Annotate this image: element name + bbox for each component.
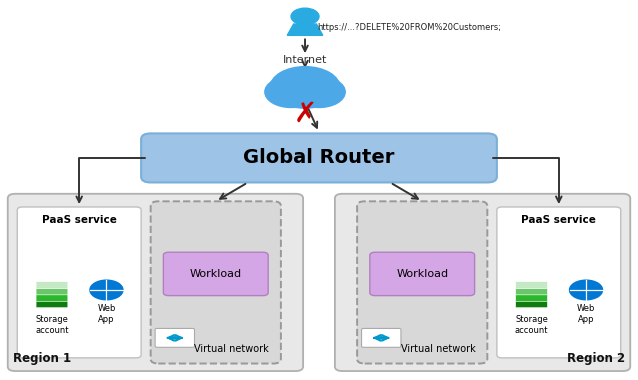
- Text: Region 1: Region 1: [13, 352, 71, 366]
- FancyBboxPatch shape: [362, 328, 401, 347]
- FancyBboxPatch shape: [155, 328, 195, 347]
- Circle shape: [169, 337, 173, 339]
- Text: Storage
account: Storage account: [35, 315, 69, 335]
- FancyBboxPatch shape: [36, 288, 68, 295]
- FancyBboxPatch shape: [516, 294, 547, 301]
- Text: PaaS service: PaaS service: [521, 215, 597, 225]
- FancyBboxPatch shape: [335, 194, 630, 371]
- FancyBboxPatch shape: [141, 133, 497, 182]
- FancyBboxPatch shape: [497, 207, 621, 358]
- Circle shape: [293, 76, 345, 108]
- Circle shape: [270, 66, 340, 108]
- Circle shape: [383, 337, 387, 339]
- Text: Region 2: Region 2: [567, 352, 625, 366]
- Circle shape: [90, 280, 123, 300]
- FancyBboxPatch shape: [516, 288, 547, 295]
- Text: Virtual network: Virtual network: [195, 344, 269, 354]
- Text: Virtual network: Virtual network: [401, 344, 475, 354]
- Polygon shape: [287, 24, 323, 35]
- Text: PaaS service: PaaS service: [41, 215, 117, 225]
- FancyBboxPatch shape: [36, 294, 68, 301]
- FancyBboxPatch shape: [516, 301, 547, 308]
- FancyBboxPatch shape: [17, 207, 141, 358]
- Text: Global Router: Global Router: [243, 149, 395, 168]
- Circle shape: [291, 8, 319, 25]
- FancyBboxPatch shape: [36, 301, 68, 308]
- Text: https://...?DELETE%20FROM%20Customers;: https://...?DELETE%20FROM%20Customers;: [318, 23, 501, 32]
- FancyBboxPatch shape: [357, 201, 487, 364]
- Text: Workload: Workload: [396, 269, 449, 279]
- FancyBboxPatch shape: [516, 282, 547, 288]
- Circle shape: [265, 76, 317, 108]
- FancyBboxPatch shape: [163, 252, 268, 296]
- Circle shape: [570, 280, 602, 300]
- Circle shape: [290, 72, 336, 99]
- Text: Web
App: Web App: [97, 304, 115, 324]
- Text: Web
App: Web App: [577, 304, 595, 324]
- Text: Internet: Internet: [283, 55, 327, 65]
- Text: ✗: ✗: [293, 100, 316, 128]
- Circle shape: [275, 72, 320, 99]
- Circle shape: [173, 337, 177, 339]
- FancyBboxPatch shape: [370, 252, 475, 296]
- Circle shape: [376, 337, 380, 339]
- Text: Storage
account: Storage account: [515, 315, 548, 335]
- Circle shape: [380, 337, 383, 339]
- FancyBboxPatch shape: [8, 194, 303, 371]
- FancyBboxPatch shape: [36, 282, 68, 288]
- Bar: [285, 90, 325, 99]
- Text: Workload: Workload: [189, 269, 242, 279]
- FancyBboxPatch shape: [151, 201, 281, 364]
- Circle shape: [177, 337, 181, 339]
